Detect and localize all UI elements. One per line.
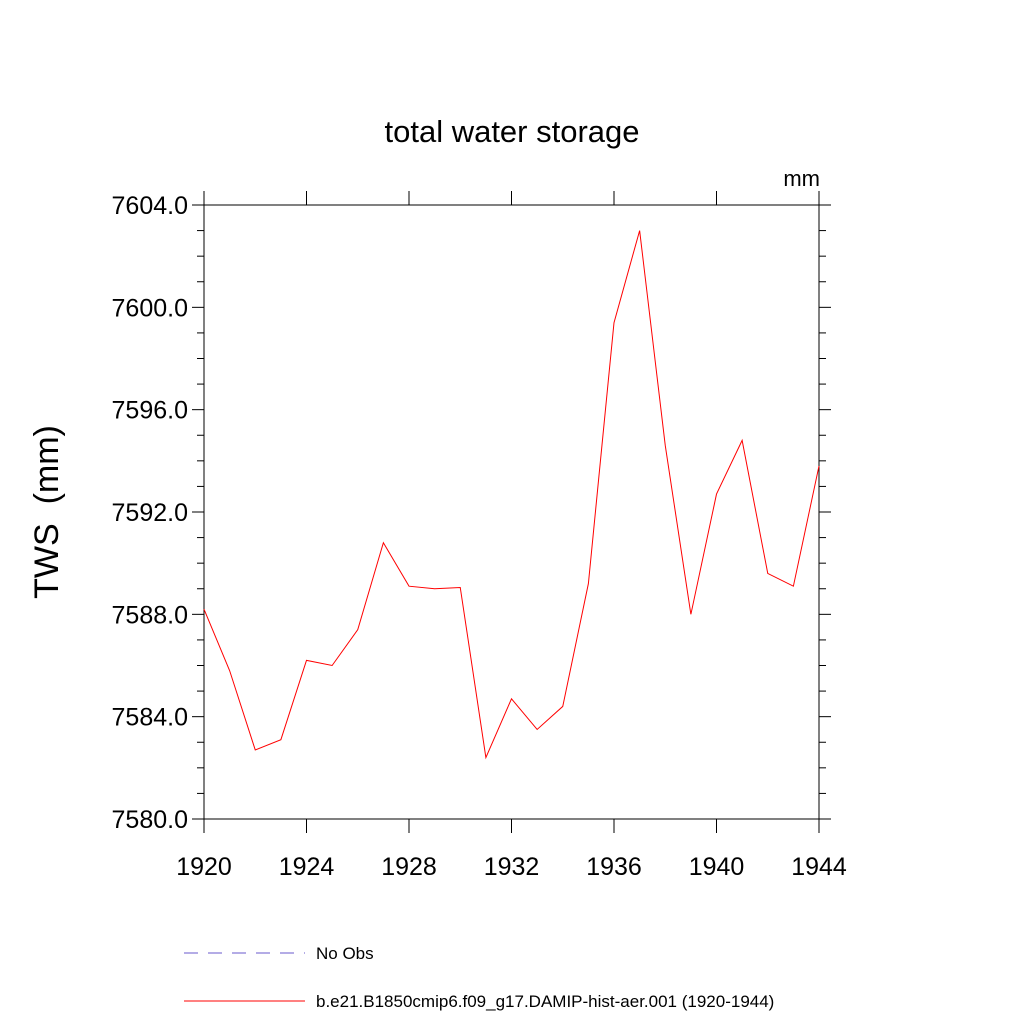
x-tick-label: 1944	[791, 853, 847, 881]
y-tick-label: 7592.0	[112, 499, 188, 527]
x-tick-label: 1940	[689, 853, 745, 881]
x-tick-label: 1928	[381, 853, 437, 881]
x-tick-label: 1932	[484, 853, 540, 881]
plot-frame	[203, 204, 820, 820]
y-tick-label: 7588.0	[112, 601, 188, 629]
legend: No Obs b.e21.B1850cmip6.f09_g17.DAMIP-hi…	[184, 944, 774, 1011]
y-axis: 7580.0 7584.0 7588.0 7592.0 7596.0 7600.0 7604…	[112, 192, 831, 834]
x-tick-label: 1936	[586, 853, 642, 881]
series-group	[203, 230, 820, 760]
x-axis: 1920 1924 1928 1932 1936 1940 1944	[176, 191, 847, 881]
y-tick-label: 7584.0	[112, 704, 188, 732]
series-line	[203, 230, 820, 760]
y-tick-label: 7600.0	[112, 294, 188, 322]
y-tick-label: 7596.0	[112, 397, 188, 425]
legend-label-model: b.e21.B1850cmip6.f09_g17.DAMIP-hist-aer.…	[316, 992, 774, 1011]
x-tick-label: 1924	[279, 853, 335, 881]
y-tick-label: 7604.0	[112, 192, 188, 220]
x-tick-label: 1920	[176, 853, 232, 881]
chart-title: total water storage	[384, 114, 639, 149]
units-label: mm	[783, 166, 820, 191]
y-axis-label: TWS (mm)	[28, 425, 66, 599]
y-tick-label: 7580.0	[112, 806, 188, 834]
legend-label-no-obs: No Obs	[316, 944, 374, 963]
